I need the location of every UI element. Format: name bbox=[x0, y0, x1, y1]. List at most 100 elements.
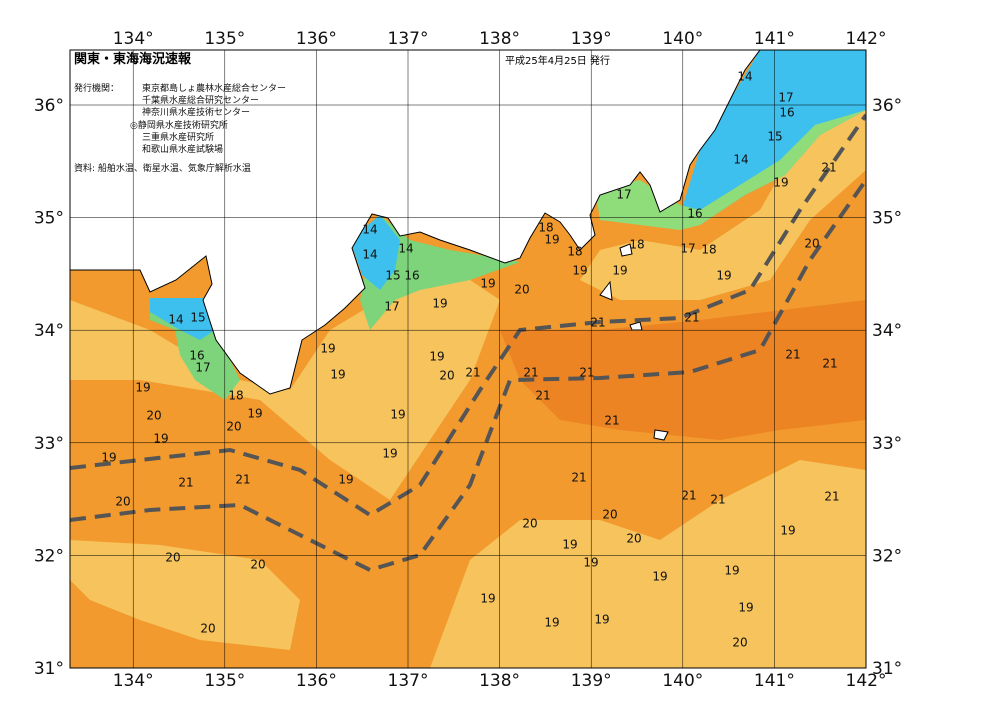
contour-label: 21 bbox=[571, 471, 586, 485]
contour-label: 20 bbox=[514, 283, 529, 297]
contour-label: 21 bbox=[235, 473, 250, 487]
lon-label: 140° bbox=[662, 671, 703, 691]
contour-label: 19 bbox=[429, 350, 444, 364]
contour-label: 17 bbox=[616, 188, 631, 202]
contour-label: 20 bbox=[200, 622, 215, 636]
contour-label: 19 bbox=[330, 368, 345, 382]
contour-label: 18 bbox=[701, 243, 716, 257]
land bbox=[70, 50, 761, 395]
contour-label: 21 bbox=[710, 493, 725, 507]
contour-label: 19 bbox=[338, 473, 353, 487]
lat-label: 36° bbox=[34, 96, 64, 116]
cold-water bbox=[680, 50, 866, 225]
contour-label: 20 bbox=[439, 369, 454, 383]
contour-label: 19 bbox=[432, 297, 447, 311]
contour-label: 21 bbox=[590, 316, 605, 330]
contour-label: 19 bbox=[480, 277, 495, 291]
contour-label: 19 bbox=[544, 616, 559, 630]
contour-label: 21 bbox=[822, 357, 837, 371]
cool-water bbox=[70, 260, 500, 500]
contour-label: 16 bbox=[189, 349, 204, 363]
contour-label: 18 bbox=[629, 238, 644, 252]
issuer: 千葉県水産総合研究センター bbox=[142, 94, 259, 106]
contour-label: 16 bbox=[404, 269, 419, 283]
cool-water bbox=[70, 540, 300, 650]
contour-label: 20 bbox=[226, 420, 241, 434]
contour-label: 20 bbox=[522, 517, 537, 531]
contour-label: 19 bbox=[738, 601, 753, 615]
contour-label: 19 bbox=[562, 538, 577, 552]
contour-label: 21 bbox=[523, 366, 538, 380]
contour-label: 21 bbox=[785, 348, 800, 362]
contour-label: 19 bbox=[101, 451, 116, 465]
lat-label: 34° bbox=[34, 321, 64, 341]
lon-label: 134° bbox=[113, 29, 154, 49]
cool-water bbox=[430, 460, 866, 668]
contour-label: 19 bbox=[773, 176, 788, 190]
contour-label: 19 bbox=[652, 570, 667, 584]
lon-label: 137° bbox=[388, 671, 429, 691]
contour-label: 20 bbox=[804, 237, 819, 251]
lon-label: 135° bbox=[204, 671, 245, 691]
contour-label: 21 bbox=[824, 490, 839, 504]
grid bbox=[70, 50, 866, 668]
lat-label: 33° bbox=[34, 434, 64, 454]
contour-label: 20 bbox=[115, 495, 130, 509]
issue-date: 平成25年4月25日 発行 bbox=[505, 54, 610, 67]
contour-label: 21 bbox=[821, 161, 836, 175]
contour-label: 17 bbox=[680, 242, 695, 256]
source: 資料: 船舶水温、衛星水温、気象庁解析水温 bbox=[74, 162, 251, 174]
issuer: ◎静岡県水産技術研究所 bbox=[130, 119, 228, 131]
lon-label: 139° bbox=[571, 671, 612, 691]
lat-label: 34° bbox=[872, 321, 902, 341]
contour-label: 21 bbox=[535, 389, 550, 403]
contour-label: 18 bbox=[538, 221, 553, 235]
contour-label: 19 bbox=[724, 564, 739, 578]
contour-label: 21 bbox=[579, 366, 594, 380]
issuer: 東京都島しょ農林水産総合センター bbox=[142, 82, 286, 94]
lat-label: 35° bbox=[34, 209, 64, 229]
issuer: 和歌山県水産試験場 bbox=[142, 143, 223, 155]
contour-label: 19 bbox=[716, 269, 731, 283]
contour-label: 19 bbox=[390, 408, 405, 422]
contour-label: 21 bbox=[178, 476, 193, 490]
issuer-label: 発行機関： bbox=[74, 82, 119, 94]
lon-label: 141° bbox=[754, 671, 795, 691]
contour-label: 19 bbox=[135, 381, 150, 395]
contour-label: 20 bbox=[626, 532, 641, 546]
contour-label: 14 bbox=[362, 223, 377, 237]
contour-label: 14 bbox=[733, 153, 748, 167]
contour-label: 19 bbox=[612, 264, 627, 278]
kuroshio-south bbox=[70, 178, 866, 573]
map-frame bbox=[69, 49, 867, 669]
contour-label: 20 bbox=[602, 508, 617, 522]
contour-label: 16 bbox=[687, 207, 702, 221]
lon-label: 142° bbox=[846, 29, 887, 49]
contour-label: 21 bbox=[681, 489, 696, 503]
contour-label: 19 bbox=[572, 264, 587, 278]
contour-label: 15 bbox=[385, 269, 400, 283]
contour-label: 19 bbox=[780, 524, 795, 538]
ticks: 134° 134° 135° 135° 136° 136° 137° 137° 138° 138°… bbox=[34, 29, 902, 691]
kuroshio-path bbox=[70, 113, 866, 573]
contour-label: 19 bbox=[153, 432, 168, 446]
contour-label: 15 bbox=[190, 311, 205, 325]
contour-label: 19 bbox=[480, 592, 495, 606]
lon-label: 141° bbox=[754, 29, 795, 49]
contour-label: 18 bbox=[228, 389, 243, 403]
contour-label: 19 bbox=[594, 613, 609, 627]
lon-label: 135° bbox=[204, 29, 245, 49]
lat-label: 33° bbox=[872, 434, 902, 454]
lon-label: 140° bbox=[662, 29, 703, 49]
contour-label: 17 bbox=[195, 361, 210, 375]
title: 関東・東海海況速報 bbox=[74, 51, 192, 67]
contour-label: 18 bbox=[567, 245, 582, 259]
cold-water bbox=[350, 215, 400, 290]
lat-label: 32° bbox=[34, 546, 64, 566]
contour-label: 21 bbox=[604, 414, 619, 428]
contour-label: 15 bbox=[767, 130, 782, 144]
contour-label: 14 bbox=[737, 70, 752, 84]
